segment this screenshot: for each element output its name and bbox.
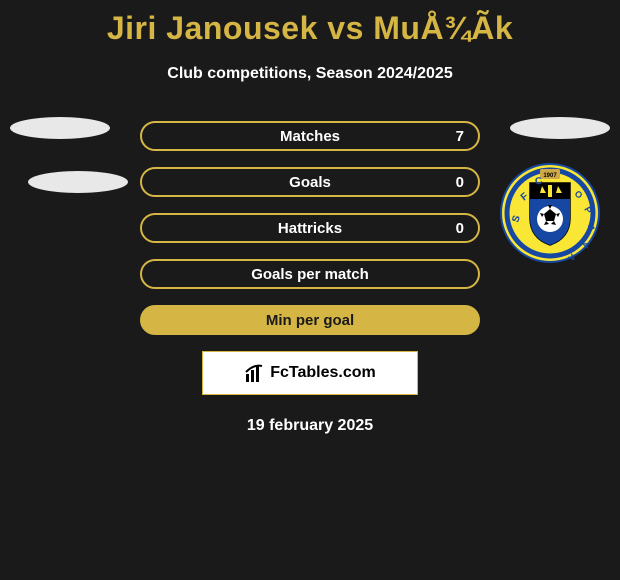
stat-label: Min per goal [266,312,354,329]
stat-value: 7 [456,128,464,145]
stat-label: Matches [280,128,340,145]
stat-bar-matches: Matches 7 [140,121,480,151]
stat-bars: Matches 7 Goals 0 Hattricks 0 Goals per … [140,121,480,335]
stat-label: Goals [289,174,331,191]
svg-text:1907: 1907 [543,173,557,179]
stat-bar-min-per-goal: Min per goal [140,305,480,335]
placeholder-oval [28,171,128,193]
chart-icon [244,362,266,384]
branding-text: FcTables.com [244,362,376,384]
comparison-subtitle: Club competitions, Season 2024/2025 [0,65,620,83]
placeholder-oval [10,117,110,139]
stat-value: 0 [456,174,464,191]
comparison-date: 19 february 2025 [0,417,620,435]
stat-bar-goals: Goals 0 [140,167,480,197]
club-badge: 1907 S F C O P A V A [500,163,600,263]
stat-label: Goals per match [251,266,369,283]
branding-box[interactable]: FcTables.com [202,351,418,395]
comparison-content: 1907 S F C O P A V A Matches 7 [0,121,620,435]
comparison-title: Jiri Janousek vs MuÅ¾Ãk [0,0,620,47]
stat-bar-goals-per-match: Goals per match [140,259,480,289]
right-player-placeholder [510,117,610,139]
stat-bar-hattricks: Hattricks 0 [140,213,480,243]
stat-value: 0 [456,220,464,237]
left-player-placeholder [10,117,128,193]
branding-label: FcTables.com [270,364,376,382]
stat-label: Hattricks [278,220,342,237]
